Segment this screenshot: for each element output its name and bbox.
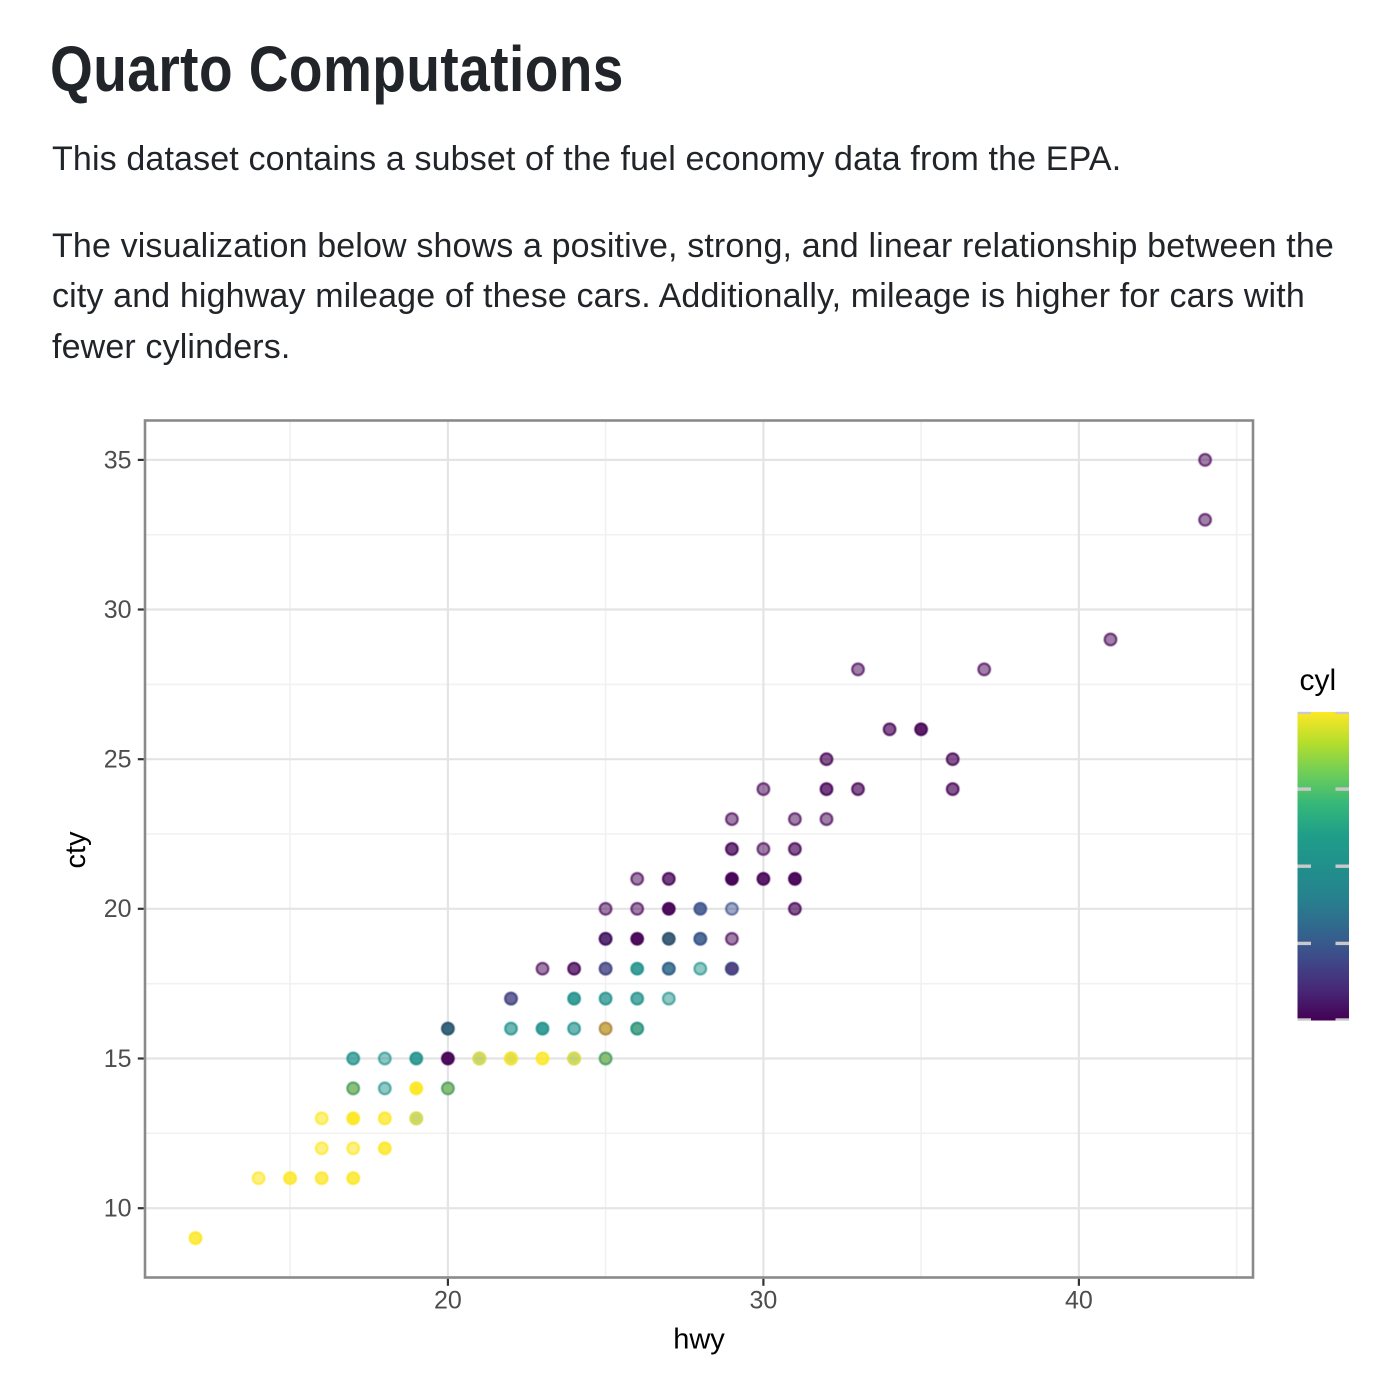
svg-text:10: 10 [104, 1195, 132, 1223]
svg-text:hwy: hwy [673, 1324, 725, 1356]
svg-text:cyl: cyl [1300, 664, 1337, 697]
svg-text:30: 30 [749, 1287, 777, 1315]
svg-text:35: 35 [104, 446, 132, 474]
svg-text:cty: cty [60, 831, 92, 869]
svg-text:25: 25 [104, 746, 132, 774]
svg-text:40: 40 [1065, 1287, 1093, 1315]
svg-text:15: 15 [104, 1045, 132, 1073]
svg-text:20: 20 [434, 1287, 462, 1315]
svg-text:20: 20 [104, 895, 132, 923]
svg-text:30: 30 [104, 596, 132, 624]
